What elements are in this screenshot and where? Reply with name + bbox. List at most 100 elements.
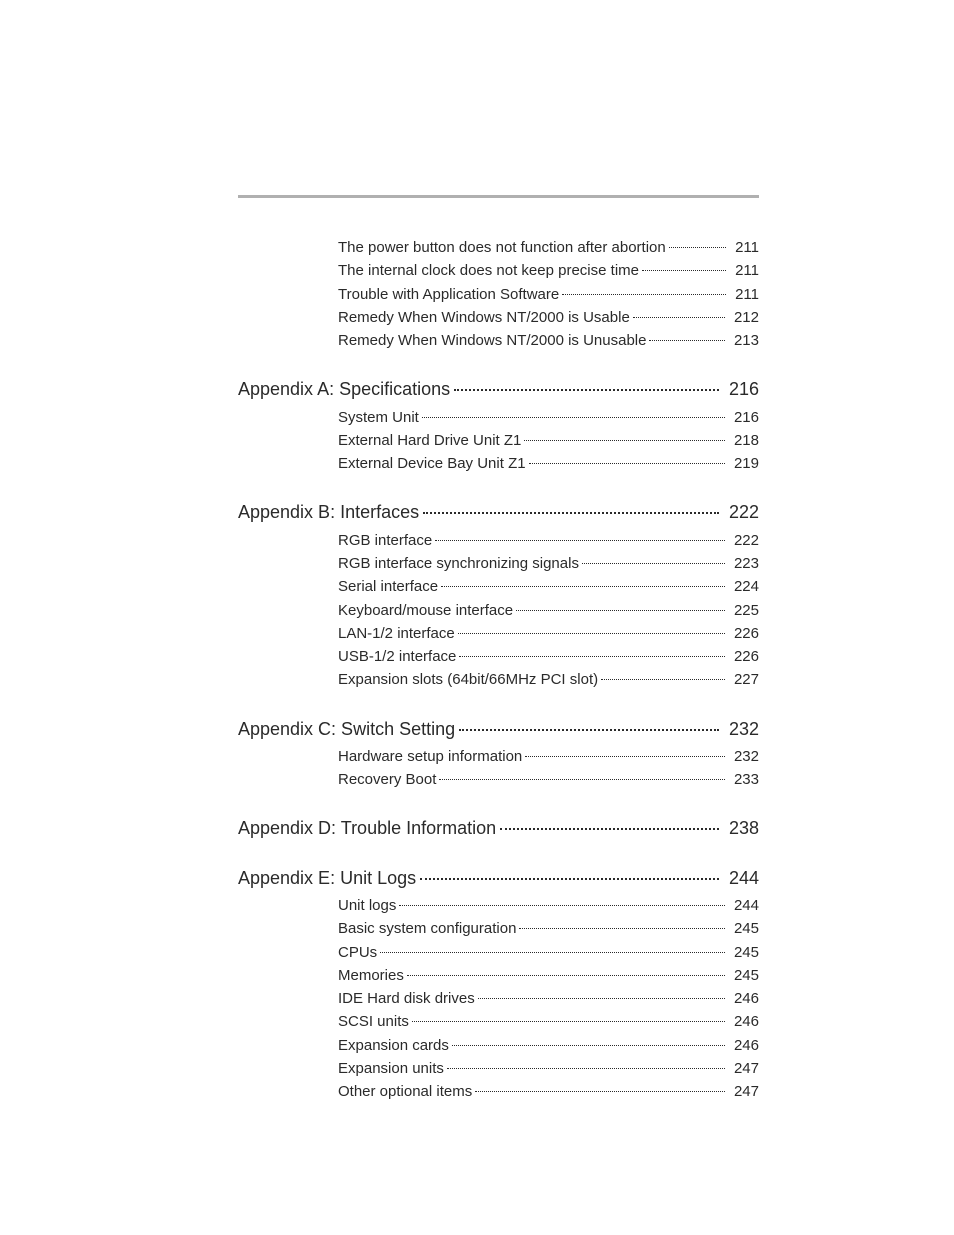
toc-heading: Appendix D: Trouble Information 238 (238, 817, 759, 840)
toc-sub-title: CPUs (338, 941, 377, 964)
leader-dots (601, 679, 725, 680)
toc-sub-page: 227 (728, 668, 759, 691)
leader-dots (423, 512, 719, 514)
toc-sub-item: SCSI units 246 (338, 1010, 759, 1033)
toc-sub-item: External Device Bay Unit Z1 219 (338, 452, 759, 475)
leader-dots (516, 610, 725, 611)
toc-sub-page: 247 (728, 1080, 759, 1103)
sub-items: System Unit 216 External Hard Drive Unit… (238, 406, 759, 476)
toc-sub-item: Remedy When Windows NT/2000 is Unusable … (338, 329, 759, 352)
leader-dots (475, 1091, 725, 1092)
toc-sub-item: Other optional items 247 (338, 1080, 759, 1103)
toc-sub-item: Expansion units 247 (338, 1057, 759, 1080)
toc-sub-page: 246 (728, 1034, 759, 1057)
toc-sub-page: 212 (728, 306, 759, 329)
leader-dots (562, 294, 726, 295)
toc-heading-title: Appendix D: Trouble Information (238, 817, 496, 840)
toc-sub-page: 226 (728, 622, 759, 645)
toc-heading-page: 232 (723, 718, 759, 741)
leader-dots (649, 340, 725, 341)
toc-section-appendix-e: Appendix E: Unit Logs 244 Unit logs 244 … (238, 867, 759, 1104)
toc-sub-title: Basic system configuration (338, 917, 516, 940)
toc-heading: Appendix B: Interfaces 222 (238, 501, 759, 524)
toc-sub-title: IDE Hard disk drives (338, 987, 475, 1010)
toc-sub-page: 211 (729, 283, 759, 306)
toc-sub-item: Memories 245 (338, 964, 759, 987)
leader-dots (439, 779, 725, 780)
toc-sub-page: 222 (728, 529, 759, 552)
leader-dots (669, 247, 726, 248)
toc-sub-item: The internal clock does not keep precise… (338, 259, 759, 282)
toc-sub-page: 211 (729, 259, 759, 282)
toc-sub-page: 218 (728, 429, 759, 452)
toc-heading-page: 216 (723, 378, 759, 401)
toc-sub-item: Expansion slots (64bit/66MHz PCI slot) 2… (338, 668, 759, 691)
toc-section-appendix-b: Appendix B: Interfaces 222 RGB interface… (238, 501, 759, 691)
toc-sub-item: System Unit 216 (338, 406, 759, 429)
toc-sub-title: Recovery Boot (338, 768, 436, 791)
leader-dots (407, 975, 725, 976)
leader-dots (519, 928, 725, 929)
toc-sub-page: 223 (728, 552, 759, 575)
toc-sub-title: SCSI units (338, 1010, 409, 1033)
toc-sub-page: 225 (728, 599, 759, 622)
toc-heading-title: Appendix A: Specifications (238, 378, 450, 401)
toc-sub-title: System Unit (338, 406, 419, 429)
toc-heading-title: Appendix E: Unit Logs (238, 867, 416, 890)
toc-sub-page: 219 (728, 452, 759, 475)
leader-dots (447, 1068, 725, 1069)
toc-heading-page: 238 (723, 817, 759, 840)
toc-section-appendix-d: Appendix D: Trouble Information 238 (238, 817, 759, 840)
leader-dots (524, 440, 725, 441)
toc-heading-page: 222 (723, 501, 759, 524)
toc-sub-item: USB-1/2 interface 226 (338, 645, 759, 668)
toc-sub-title: The internal clock does not keep precise… (338, 259, 639, 282)
toc-sub-title: The power button does not function after… (338, 236, 666, 259)
leader-dots (380, 952, 725, 953)
toc-sub-item: IDE Hard disk drives 246 (338, 987, 759, 1010)
leader-dots (582, 563, 725, 564)
header-rule (238, 195, 759, 198)
leader-dots (441, 586, 725, 587)
leader-dots (454, 389, 719, 391)
toc-sub-title: Keyboard/mouse interface (338, 599, 513, 622)
toc-section-appendix-a: Appendix A: Specifications 216 System Un… (238, 378, 759, 475)
toc-heading-title: Appendix B: Interfaces (238, 501, 419, 524)
leader-dots (459, 656, 725, 657)
leader-dots (452, 1045, 725, 1046)
toc-sub-title: Memories (338, 964, 404, 987)
toc-heading-page: 244 (723, 867, 759, 890)
toc-sub-page: 213 (728, 329, 759, 352)
toc-sub-title: Trouble with Application Software (338, 283, 559, 306)
leader-dots (529, 463, 725, 464)
toc-sub-title: Remedy When Windows NT/2000 is Unusable (338, 329, 646, 352)
leader-dots (500, 828, 719, 830)
document-page: The power button does not function after… (0, 0, 954, 1103)
toc-sub-item: Trouble with Application Software 211 (338, 283, 759, 306)
toc-sub-title: Remedy When Windows NT/2000 is Usable (338, 306, 630, 329)
toc-sub-item: RGB interface 222 (338, 529, 759, 552)
sub-items: The power button does not function after… (238, 236, 759, 352)
toc-sub-title: External Hard Drive Unit Z1 (338, 429, 521, 452)
toc-sub-item: LAN-1/2 interface 226 (338, 622, 759, 645)
toc-sub-item: Remedy When Windows NT/2000 is Usable 21… (338, 306, 759, 329)
leader-dots (399, 905, 725, 906)
leader-dots (525, 756, 725, 757)
toc-sub-page: 245 (728, 964, 759, 987)
toc-sub-title: Expansion cards (338, 1034, 449, 1057)
toc-sub-title: RGB interface synchronizing signals (338, 552, 579, 575)
toc-sub-title: RGB interface (338, 529, 432, 552)
toc-sub-item: Unit logs 244 (338, 894, 759, 917)
leader-dots (459, 729, 719, 731)
leader-dots (458, 633, 725, 634)
toc-sub-item: CPUs 245 (338, 941, 759, 964)
toc-sub-item: Hardware setup information 232 (338, 745, 759, 768)
toc-sub-page: 246 (728, 987, 759, 1010)
toc-sub-page: 247 (728, 1057, 759, 1080)
toc-heading: Appendix A: Specifications 216 (238, 378, 759, 401)
toc-sub-title: Unit logs (338, 894, 396, 917)
toc-sub-title: USB-1/2 interface (338, 645, 456, 668)
toc-sub-page: 245 (728, 941, 759, 964)
toc-sub-page: 245 (728, 917, 759, 940)
leader-dots (422, 417, 725, 418)
